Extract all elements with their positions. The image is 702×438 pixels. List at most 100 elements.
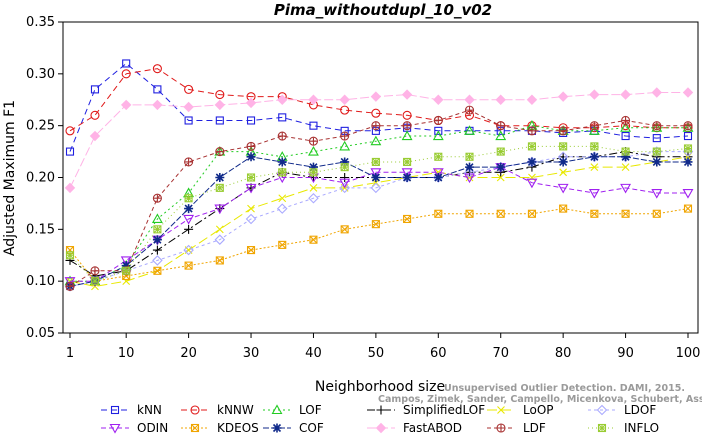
marker-diamond-filled [401, 89, 413, 100]
data-point [465, 162, 475, 172]
legend-label: LDF [523, 421, 546, 434]
series-line [69, 208, 689, 282]
marker-triangle [682, 122, 694, 132]
marker-circle-plus [496, 121, 506, 131]
data-point [432, 130, 444, 141]
marker-square-star-lines [309, 168, 318, 177]
marker-circle [90, 110, 100, 120]
marker-triangle-down [588, 189, 600, 199]
marker-asterisk [402, 173, 412, 182]
legend-item-simplifiedlof: SimplifiedLOF [367, 403, 485, 417]
marker-diamond-filled [64, 182, 76, 194]
marker-square-x-cross [528, 209, 536, 218]
marker-circle-plus-cross [66, 282, 74, 290]
marker-circle-plus-cross [403, 122, 411, 130]
data-point [90, 266, 100, 276]
marker-square-star-lines [559, 142, 568, 151]
watermark-line-1: Unsupervised Outlier Detection. DAMI, 20… [444, 383, 685, 394]
marker-square-star-lines [278, 168, 287, 177]
data-point [110, 405, 120, 415]
data-point [526, 94, 538, 105]
data-point [272, 423, 282, 433]
data-point [651, 189, 663, 199]
data-point [558, 157, 568, 167]
marker-cross [528, 173, 536, 182]
data-point [152, 193, 162, 203]
marker-triangle-down [432, 168, 444, 178]
marker-triangle-down [620, 183, 632, 194]
data-point [683, 144, 693, 153]
data-point [371, 157, 380, 166]
data-point [557, 183, 569, 194]
marker-diamond [214, 234, 226, 245]
marker-square-star-lines [215, 183, 224, 192]
data-point [308, 192, 319, 204]
marker-square-x [309, 235, 318, 244]
data-point [190, 423, 200, 433]
marker-circle-plus-cross [153, 194, 161, 202]
data-point [214, 234, 226, 245]
marker-circle-plus [464, 105, 475, 115]
series-fastabod [64, 87, 694, 194]
data-point [65, 147, 75, 156]
data-point [371, 173, 381, 182]
legend-label: ODIN [137, 421, 168, 434]
data-point [184, 224, 194, 234]
data-point [246, 246, 256, 255]
legend: kNN kNNW LOF SimplifiedLOF LoOP LDOF ODIN KDEOS… [101, 403, 659, 435]
marker-circle [65, 126, 75, 136]
data-point [371, 108, 381, 118]
marker-circle-plus [184, 157, 194, 167]
marker-square-x [153, 266, 162, 275]
data-point [215, 183, 224, 192]
data-point [596, 404, 608, 416]
data-point [184, 157, 194, 167]
marker-square-x [278, 240, 287, 249]
data-point [247, 204, 255, 213]
data-point [246, 116, 256, 125]
marker-diamond [152, 255, 163, 266]
marker-asterisk [215, 173, 225, 182]
marker-cross [278, 194, 287, 203]
marker-square-x-cross [340, 225, 349, 234]
watermark-line-2: Campos, Zimek, Sander, Campello, Micenko… [378, 394, 702, 405]
data-point [308, 145, 319, 156]
marker-square-star-lines [184, 194, 193, 203]
data-point [339, 182, 350, 194]
data-point [183, 244, 194, 256]
marker-diamond-filled [152, 99, 163, 111]
marker-asterisk [496, 162, 506, 172]
data-point [152, 255, 163, 266]
marker-circle-plus [277, 131, 287, 141]
chart-title: Pima_withoutdupl_10_v02 [274, 1, 492, 19]
data-point [309, 121, 318, 130]
data-point [214, 204, 226, 215]
data-point [309, 183, 318, 192]
marker-triangle [432, 130, 444, 141]
data-point [151, 213, 163, 224]
data-point [621, 131, 630, 141]
data-point [597, 423, 607, 433]
data-point [340, 225, 349, 234]
data-point [589, 121, 599, 131]
x-tick-label: 30 [243, 346, 260, 361]
data-point [559, 204, 568, 213]
marker-triangle [620, 122, 632, 132]
data-point [340, 131, 350, 141]
marker-asterisk [621, 152, 631, 162]
marker-square-x [465, 209, 474, 218]
data-point [652, 134, 661, 143]
data-point [245, 213, 257, 225]
data-point [558, 126, 568, 136]
marker-circle-plus-cross [91, 267, 99, 275]
legend-label: LoOP [523, 403, 554, 417]
data-point [65, 126, 75, 136]
marker-circle-plus-cross [278, 132, 286, 140]
data-point [495, 94, 506, 105]
marker-square-x [371, 220, 380, 229]
data-point [90, 85, 100, 94]
marker-diamond-filled [89, 130, 101, 142]
data-point [184, 261, 193, 270]
legend-label: FastABOD [403, 421, 462, 434]
marker-circle-plus [558, 126, 568, 136]
